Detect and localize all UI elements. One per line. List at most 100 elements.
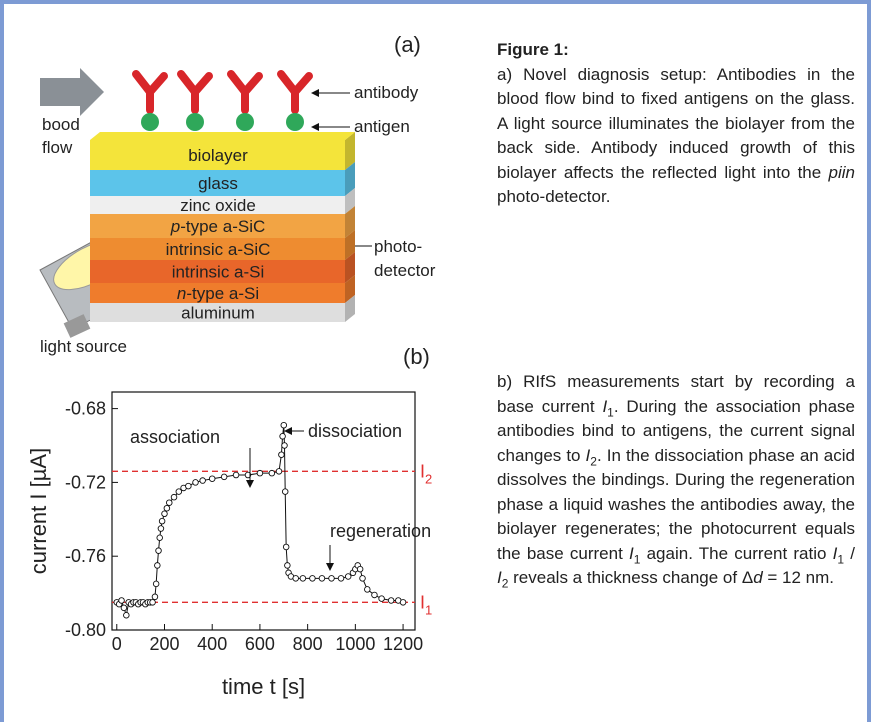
layer-label: biolayer [188, 146, 248, 165]
antibodies [136, 74, 309, 131]
data-point [293, 576, 299, 582]
caption-a: Figure 1: a) Novel diagnosis setup: Anti… [497, 38, 855, 210]
data-point [329, 576, 335, 582]
data-point [319, 576, 325, 582]
label-sub: 1 [425, 602, 432, 617]
layer-label: n-type a-Si [177, 284, 259, 303]
data-point [280, 433, 286, 439]
antigen [141, 113, 159, 131]
data-point [164, 505, 170, 511]
antigen [186, 113, 204, 131]
label-run: p [170, 217, 180, 236]
label-run: n [177, 284, 186, 303]
label-run: intrinsic a-SiC [166, 240, 271, 259]
caption-run: 2 [590, 454, 597, 468]
antibody [231, 74, 259, 110]
caption-run: 1 [607, 405, 614, 419]
x-tick-label: 800 [293, 634, 323, 654]
data-point [171, 494, 177, 500]
data-point [124, 612, 130, 618]
data-point [186, 483, 192, 489]
data-point [285, 563, 291, 569]
antigen [286, 113, 304, 131]
data-point [372, 592, 378, 598]
x-axis-label: time t [s] [222, 674, 305, 699]
data-point [364, 587, 370, 593]
light-label: light source [40, 337, 127, 356]
data-point [221, 474, 227, 480]
x-tick-label: 0 [112, 634, 122, 654]
caption-title: Figure 1: [497, 38, 855, 63]
data-point [338, 576, 344, 582]
label-run: glass [198, 174, 238, 193]
x-tick-label: 1000 [335, 634, 375, 654]
data-point [379, 596, 385, 602]
y-tick-label: -0.80 [65, 620, 106, 640]
data-point [200, 478, 206, 484]
data-point [282, 443, 288, 449]
y-tick-label: -0.76 [65, 546, 106, 566]
y-tick-label: -0.68 [65, 399, 106, 419]
x-tick-label: 200 [149, 634, 179, 654]
data-point [282, 489, 288, 495]
data-point [157, 535, 163, 541]
layer-label: p-type a-SiC [170, 217, 266, 236]
detector-label: photo- [374, 237, 422, 256]
data-point [281, 422, 287, 428]
layer-label: intrinsic a-Si [172, 263, 265, 282]
antibody-label: antibody [354, 83, 419, 102]
layer-top [90, 132, 355, 140]
caption-run: photo-detector. [497, 187, 610, 206]
antibody [281, 74, 309, 110]
data-point [400, 600, 406, 606]
data-point [121, 605, 127, 611]
flow-label: flow [42, 138, 73, 157]
caption-text: a) Novel diagnosis setup: Antibodies in … [497, 63, 855, 210]
label-run: zinc oxide [180, 196, 256, 215]
data-point [388, 598, 394, 604]
panel-label: (a) [394, 32, 421, 57]
antigen [236, 113, 254, 131]
label-run: intrinsic a-Si [172, 263, 265, 282]
reference-label: I2 [420, 461, 432, 486]
data-point [153, 581, 159, 587]
data-point [269, 470, 275, 476]
data-point [156, 548, 162, 554]
caption-run: a) Novel diagnosis setup: Antibodies in … [497, 65, 855, 182]
data-point [176, 489, 182, 495]
x-tick-label: 600 [245, 634, 275, 654]
data-point [159, 518, 165, 524]
data-point [257, 470, 263, 476]
data-point [233, 472, 239, 478]
reference-label: I1 [420, 592, 432, 617]
data-point [276, 469, 282, 475]
data-point [345, 574, 351, 580]
data-point [150, 600, 156, 606]
data-point [152, 594, 158, 600]
flow-arrow [40, 68, 104, 116]
layer-label: glass [198, 174, 238, 193]
panel-label: (b) [403, 344, 430, 369]
label-run: -type a-SiC [180, 217, 265, 236]
label-run: -type a-Si [186, 284, 259, 303]
data-point [360, 576, 366, 582]
x-tick-label: 400 [197, 634, 227, 654]
caption-run: / [844, 544, 855, 563]
caption-run: reveals a thickness change of Δ [508, 568, 753, 587]
y-axis-label: current I [µA] [26, 448, 51, 574]
data-point [119, 598, 125, 604]
data-point [310, 576, 316, 582]
detector-label: detector [374, 261, 436, 280]
antibody [181, 74, 209, 110]
antibody [136, 74, 164, 110]
layer-label: zinc oxide [180, 196, 256, 215]
data-point [162, 511, 168, 517]
label-sub: 2 [425, 471, 432, 486]
caption-b: b) RIfS measurements start by recor­ding… [497, 370, 855, 591]
y-tick-label: -0.72 [65, 472, 106, 492]
annotation: dissociation [308, 421, 402, 441]
data-point [357, 566, 363, 572]
data-point [193, 480, 199, 486]
layer-label: intrinsic a-SiC [166, 240, 271, 259]
caption-run: piin [829, 163, 855, 182]
